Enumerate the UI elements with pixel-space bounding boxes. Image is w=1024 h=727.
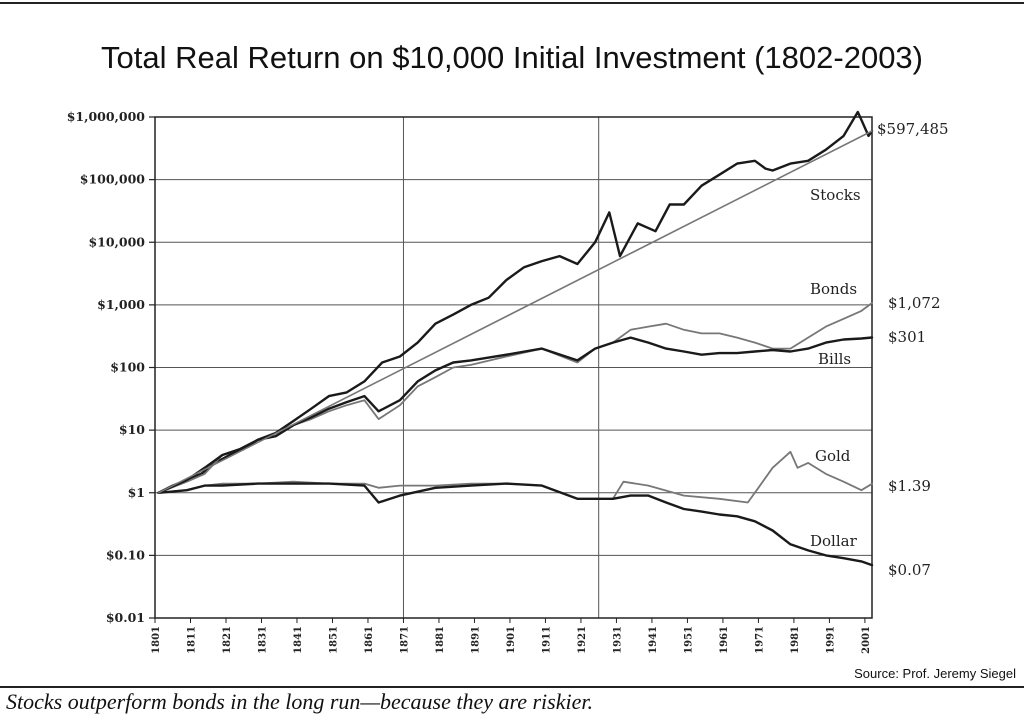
series-label-dollar: Dollar: [810, 532, 858, 550]
y-tick-label: $0.10: [106, 547, 145, 562]
grid-layer: [155, 116, 872, 619]
x-tick-label: 1861: [364, 626, 375, 654]
y-tick-label: $10,000: [88, 234, 145, 249]
series-label-bonds: Bonds: [810, 280, 857, 298]
top-border: [0, 2, 1024, 4]
y-tick-label: $0.01: [106, 610, 145, 625]
caption: Stocks outperform bonds in the long run—…: [6, 689, 593, 714]
y-tick-label: $1: [128, 485, 145, 500]
y-tick-label: $1,000,000: [67, 109, 146, 124]
series-labels: Stocks $597,485 Bonds $1,072 Bills $301 Gold $1…: [810, 120, 949, 579]
x-tick-label: 1821: [222, 626, 233, 654]
x-tick-label: 1951: [683, 626, 694, 654]
series-label-stocks: Stocks: [810, 186, 861, 204]
y-tick-label: $100: [110, 360, 145, 375]
x-tick-label: 1981: [790, 626, 801, 654]
y-axis: $1,000,000 $100,000 $10,000 $1,000 $100 $10 $1…: [67, 109, 155, 625]
series-line-stocks: [157, 110, 874, 494]
series-line-dollar: [157, 482, 874, 567]
x-tick-label: 2001: [861, 626, 872, 654]
x-tick-label: 1881: [435, 626, 446, 654]
series-label-gold: Gold: [815, 447, 851, 465]
y-tick-label: $100,000: [80, 172, 146, 187]
x-tick-label: 1931: [612, 626, 623, 654]
bottom-border: [0, 686, 1024, 688]
x-tick-label: 1911: [541, 626, 552, 654]
series-line-bills: [157, 336, 874, 494]
chart-title: Total Real Return on $10,000 Initial Inv…: [101, 40, 923, 75]
x-tick-label: 1901: [506, 626, 517, 654]
end-value-gold: $1.39: [888, 477, 931, 495]
x-tick-label: 1841: [293, 626, 304, 654]
end-value-stocks: $597,485: [877, 120, 949, 138]
x-tick-label: 1811: [186, 626, 197, 654]
x-tick-label: 1971: [754, 626, 765, 654]
x-tick-label: 1941: [648, 626, 659, 654]
y-tick-label: $10: [119, 422, 145, 437]
x-tick-label: 1851: [328, 626, 339, 654]
x-tick-label: 1831: [257, 626, 268, 654]
trend-line: [157, 130, 873, 494]
end-value-bonds: $1,072: [888, 294, 941, 312]
series-label-bills: Bills: [818, 350, 851, 368]
y-tick-label: $1,000: [97, 297, 145, 312]
series-layer: [157, 110, 874, 567]
series-line-gold: [157, 450, 873, 504]
end-value-bills: $301: [888, 328, 926, 346]
x-tick-label: 1891: [470, 626, 481, 654]
x-tick-label: 1961: [719, 626, 730, 654]
x-tick-label: 1921: [577, 626, 588, 654]
x-axis: 1801 1811 1821 1831 1841 1851 1861 1871 1881 1891…: [151, 618, 872, 654]
x-tick-label: 1871: [399, 626, 410, 654]
source-note: Source: Prof. Jeremy Siegel: [854, 666, 1016, 681]
x-tick-label: 1801: [151, 626, 162, 654]
end-value-dollar: $0.07: [888, 561, 931, 579]
x-tick-label: 1991: [825, 626, 836, 654]
series-line-bonds: [157, 302, 873, 494]
